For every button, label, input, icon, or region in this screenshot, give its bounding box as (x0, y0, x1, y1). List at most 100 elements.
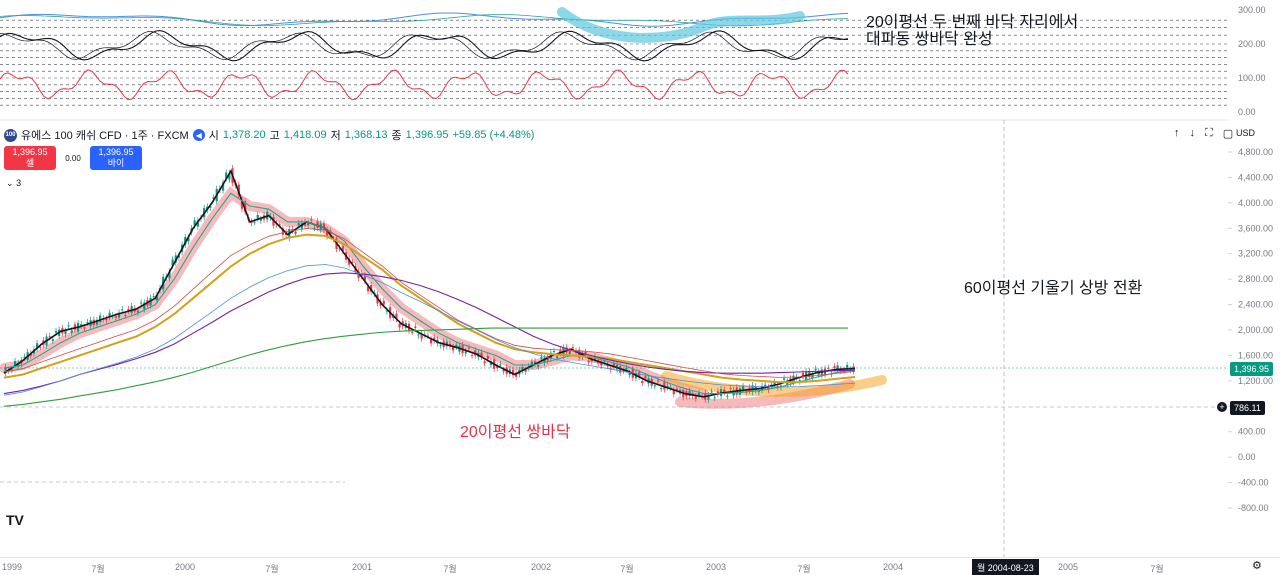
candle-body (184, 237, 187, 245)
candle-body (688, 390, 691, 397)
candle-body (470, 355, 474, 357)
candle-body (4, 367, 7, 374)
annotation-top-2: 대파동 쌍바닥 완성 (866, 31, 993, 48)
candle-body (398, 323, 401, 328)
price-tick-label: 4,800.00 (1238, 147, 1273, 157)
candle-body (86, 322, 89, 324)
candle-body (17, 363, 20, 367)
candle-body (537, 364, 540, 367)
candle-body (672, 390, 675, 395)
chevron-down-icon: ⌄ (6, 178, 14, 188)
candle-body (429, 339, 433, 344)
candle-body (464, 351, 467, 354)
open-value: 1,378.20 (222, 129, 266, 141)
currency-label[interactable]: USD (1236, 128, 1256, 138)
candle-body (846, 364, 849, 368)
candle-body (439, 344, 442, 346)
candle-body (291, 228, 294, 231)
candle-body (426, 335, 430, 337)
osc-tick-label: 300.00 (1238, 5, 1266, 15)
time-tick-label: 7월 (620, 564, 634, 574)
time-tick-label: 2002 (530, 562, 552, 572)
buy-button[interactable]: 1,396.95 바이 (90, 146, 142, 170)
candle-body (420, 333, 423, 339)
candle-body (325, 229, 329, 237)
candle-body (307, 223, 310, 226)
move-up-icon[interactable]: ↑ (1174, 127, 1180, 139)
ma60-line (3, 233, 856, 384)
annotation-top-1: 20이평선 두 번째 바닥 자리에서 (866, 14, 1079, 31)
change-value: +59.85 (+4.48%) (452, 129, 535, 141)
time-tick-label: 2003 (705, 562, 727, 572)
oscillator-grid (0, 19, 1228, 106)
pane-toolbar: ↑ ↓ ⛶ ▢ (1174, 127, 1233, 140)
candle-body (70, 330, 73, 333)
candle-body (39, 346, 42, 348)
candle-body (452, 346, 455, 351)
candle-body (51, 339, 54, 341)
candle-body (455, 344, 458, 347)
candle-body (73, 324, 77, 330)
maximize-icon[interactable]: ▢ (1222, 128, 1234, 140)
indicators-toggle[interactable]: ⌄ 3 (6, 178, 21, 189)
candle-body (584, 352, 587, 355)
tradingview-logo-icon[interactable]: TV (6, 512, 24, 528)
sell-button[interactable]: 1,396.95 셀 (4, 146, 56, 170)
candle-body (612, 363, 615, 367)
price-tick-label: 400.00 (1238, 427, 1266, 437)
time-tick-label: 7월 (91, 564, 105, 574)
rewind-icon[interactable]: ◀ (192, 129, 205, 141)
candle-body (80, 324, 83, 326)
osc2-signal (0, 31, 849, 61)
candle-body (628, 373, 631, 376)
candle-body (310, 219, 313, 221)
close-value: 1,396.95 (405, 129, 449, 141)
ma20-line (3, 192, 856, 395)
candle-body (357, 271, 360, 279)
candle-body (152, 296, 155, 298)
osc-tick-label: 200.00 (1238, 39, 1266, 49)
ma240-line (3, 327, 848, 407)
price-tick-label: 1,200.00 (1238, 376, 1273, 386)
candle-body (212, 197, 215, 200)
candle-body (675, 388, 679, 391)
time-axis[interactable]: 1999 7월 2000 7월 2001 7월 2002 7월 2003 7월 2004 2005 7월… (0, 557, 1280, 575)
candle-body (348, 258, 351, 265)
candle-body (244, 201, 247, 212)
add-alert-icon[interactable]: + (1216, 401, 1228, 413)
buy-label: 바이 (107, 158, 125, 168)
candle-body (99, 315, 102, 323)
candle-body (351, 261, 354, 263)
candle-body (552, 350, 556, 352)
settings-gear-icon[interactable]: ⚙ (1252, 560, 1262, 572)
chart-canvas[interactable]: 4,800.00 4,400.00 4,000.00 3,600.00 3,200.00… (0, 0, 1280, 557)
osc2-line (0, 30, 848, 62)
candle-body (801, 373, 805, 377)
candle-body (644, 376, 647, 379)
candle-body (729, 388, 732, 390)
osc3-line (0, 69, 849, 101)
fullscreen-icon[interactable]: ⛶ (1205, 127, 1213, 139)
candle-body (278, 224, 281, 226)
symbol-header: 100 유에스 100 캐쉬 CFD · 1주 · FXCM ◀ 시 1,378.… (0, 124, 1228, 144)
candle-body (543, 358, 546, 363)
candle-body (559, 349, 562, 354)
move-down-icon[interactable]: ↓ (1189, 127, 1196, 139)
candle-body (136, 310, 140, 313)
candle-body (108, 312, 111, 318)
candle-body (140, 302, 143, 304)
sell-label: 셀 (25, 158, 35, 168)
candle-body (95, 319, 99, 325)
candle-body (757, 391, 760, 393)
time-cursor-label: 월 2004-08-23 (972, 559, 1039, 575)
candle-body (193, 220, 196, 226)
candle-body (606, 365, 609, 367)
oscillator-lines (0, 7, 849, 101)
symbol-title[interactable]: 유에스 100 캐쉬 CFD · 1주 · FXCM (21, 130, 189, 142)
candle-body (341, 246, 344, 251)
highlight-strokes (0, 186, 887, 409)
candle-body (143, 302, 146, 310)
candle-body (524, 370, 527, 372)
candle-body (666, 385, 669, 388)
candle-body (660, 387, 663, 389)
